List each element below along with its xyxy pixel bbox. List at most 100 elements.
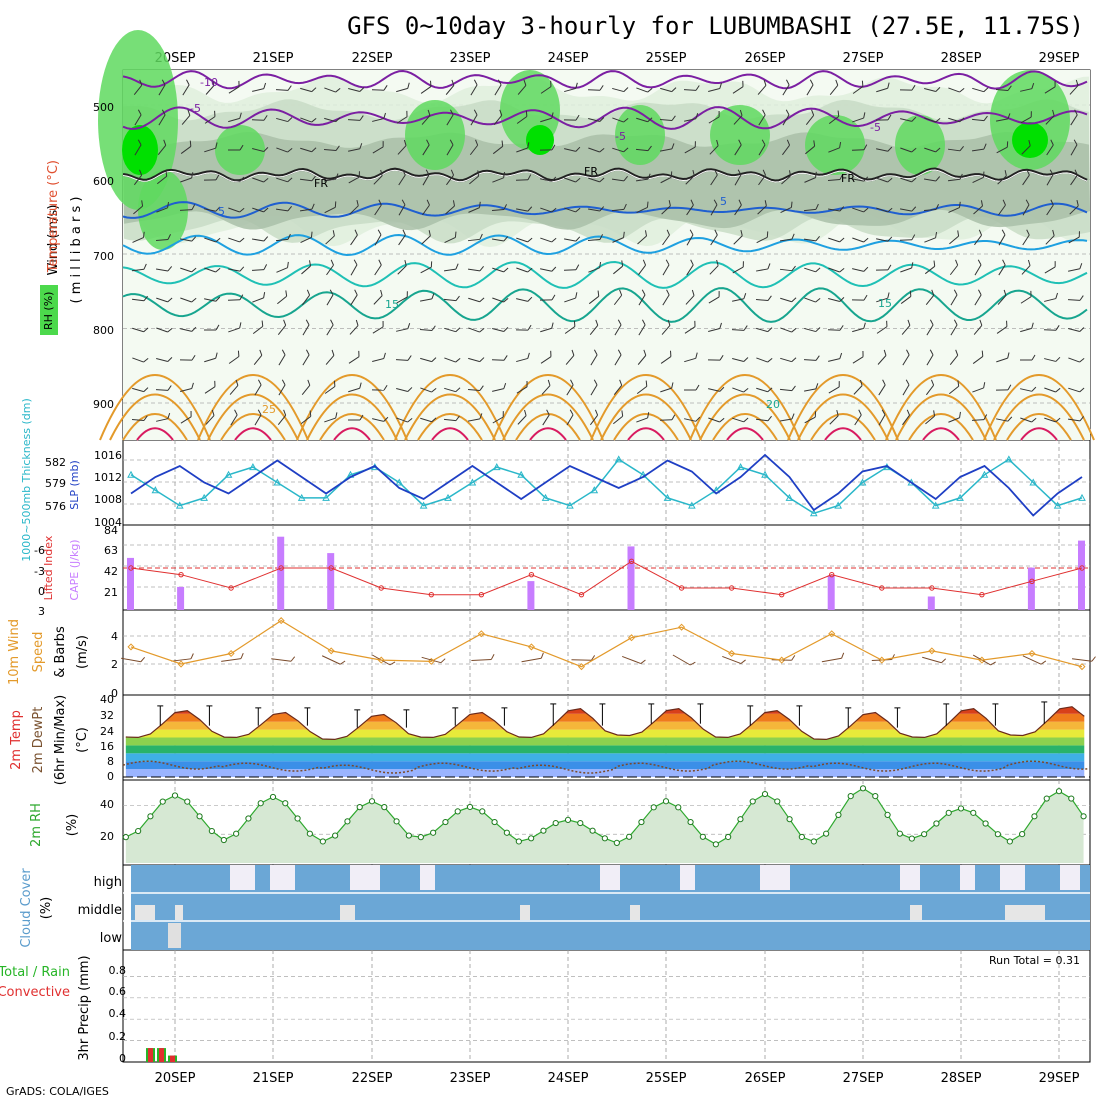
wind-barb-flag <box>191 204 196 210</box>
wind-barb <box>612 117 629 123</box>
wind-barb-staff <box>180 238 192 242</box>
wind-barb-staff <box>516 237 528 243</box>
wind-barb-staff <box>156 207 168 213</box>
wind-barb <box>443 263 459 272</box>
wind-barb-flag <box>767 327 773 332</box>
wind-barb <box>180 411 192 424</box>
rh-point <box>515 838 522 845</box>
wind-barb <box>1019 354 1036 361</box>
wind-barb <box>300 147 317 153</box>
wind-barb-flag <box>1079 357 1085 363</box>
wind-barb <box>660 382 674 393</box>
wind-barb-staff <box>924 265 936 275</box>
temp-tick-40: 40 <box>100 693 114 706</box>
wind-barb <box>710 199 718 216</box>
wind-barb <box>660 350 672 364</box>
wind-barb-flag <box>499 109 503 116</box>
wind-barb <box>780 297 797 303</box>
wind-barb <box>902 409 910 426</box>
surface-wind-barb-flag <box>1040 660 1047 665</box>
wind-barb <box>973 200 983 215</box>
diurnal-contour <box>885 374 997 441</box>
wind-barb <box>1043 325 1060 331</box>
cloud-gap-middle <box>340 905 355 920</box>
wind-barb-flag <box>354 229 358 236</box>
date-label-bottom: 24SEP <box>548 1071 589 1086</box>
wind-barb <box>491 236 509 242</box>
wind-barb <box>899 234 916 241</box>
wind-barb <box>708 417 725 423</box>
wind-barb-flag <box>167 266 173 272</box>
wind-barb <box>827 325 844 331</box>
wind-barb-staff <box>590 354 598 366</box>
wind-barb-flag <box>551 144 556 151</box>
wind-barb <box>1070 109 1078 126</box>
wind-barb-staff <box>516 267 528 273</box>
wind-barb-staff <box>493 115 503 125</box>
diurnal-contour <box>787 374 899 441</box>
wind-barb-flag <box>451 79 455 86</box>
wind-barb-staff <box>950 324 958 336</box>
diurnal-contour <box>922 427 960 441</box>
wind-barb <box>252 236 269 242</box>
wind-barb-flag <box>455 387 461 393</box>
wind-barb-staff <box>180 416 192 424</box>
wind-barb-staff <box>805 145 815 155</box>
temp-band <box>125 769 1085 777</box>
wind-barb <box>277 290 288 305</box>
wind-barb <box>350 259 358 276</box>
wind-speed-point <box>778 656 786 664</box>
wind-barb <box>445 79 455 95</box>
wind-barb <box>900 290 912 304</box>
wind-barb-staff <box>684 146 696 154</box>
wind-barb-staff <box>468 418 480 422</box>
wind-barb <box>350 289 358 306</box>
wind-barb-flag <box>959 87 965 93</box>
wind-barb-flag <box>1004 170 1007 176</box>
wind-barb <box>947 173 963 182</box>
wind-barb <box>708 82 722 92</box>
wind-barb-staff <box>684 357 696 363</box>
wind-barb-flag <box>551 266 557 272</box>
wind-barb-staff <box>756 236 768 244</box>
wind-barb-flag <box>402 229 406 236</box>
wind-barb-flag <box>137 109 142 116</box>
wind-barb-flag <box>550 80 552 87</box>
wind-barb-flag <box>905 379 910 386</box>
surface-wind-barb-flag <box>990 661 996 666</box>
wind-barb <box>420 261 433 274</box>
wind-barb-flag <box>719 386 725 392</box>
wind-barb-flag <box>887 114 892 121</box>
wind-barb-staff <box>252 207 264 213</box>
wind-barb-staff <box>300 415 312 425</box>
thickness-point <box>834 501 842 509</box>
rh-point <box>1031 813 1038 820</box>
wind-barb-flag <box>883 349 887 356</box>
wind-barb-flag <box>479 265 484 272</box>
wind-barb <box>638 259 647 276</box>
wind-barb <box>852 80 864 94</box>
rh-point <box>982 820 989 827</box>
wind-barb-staff <box>420 86 432 94</box>
wind-barb-flag <box>143 295 148 302</box>
wind-barb <box>638 319 646 336</box>
wind-barb <box>709 139 719 155</box>
wind-barb-staff <box>1068 236 1080 244</box>
wind-barb-flag <box>815 236 821 242</box>
wind-barb-flag <box>161 79 166 86</box>
rh-point <box>835 811 842 818</box>
wind-barb-flag <box>887 207 893 213</box>
wind-barb-flag <box>502 411 504 418</box>
wind-barb-flag <box>407 323 411 329</box>
rh-moist-patch <box>405 100 465 170</box>
surface-wind-barb-staff <box>571 659 592 661</box>
wind-barb-flag <box>743 417 749 423</box>
slp-ylabel-slp: SLP (mb) <box>68 460 81 510</box>
surface-wind-barb <box>622 655 646 665</box>
wind-barb-staff <box>254 414 262 426</box>
wind-barb-flag <box>863 144 868 150</box>
wind-barb <box>948 380 960 395</box>
li-point <box>1079 565 1085 571</box>
date-label-bottom: 27SEP <box>843 1071 884 1086</box>
contour-label-m5a: -5 <box>190 102 201 115</box>
